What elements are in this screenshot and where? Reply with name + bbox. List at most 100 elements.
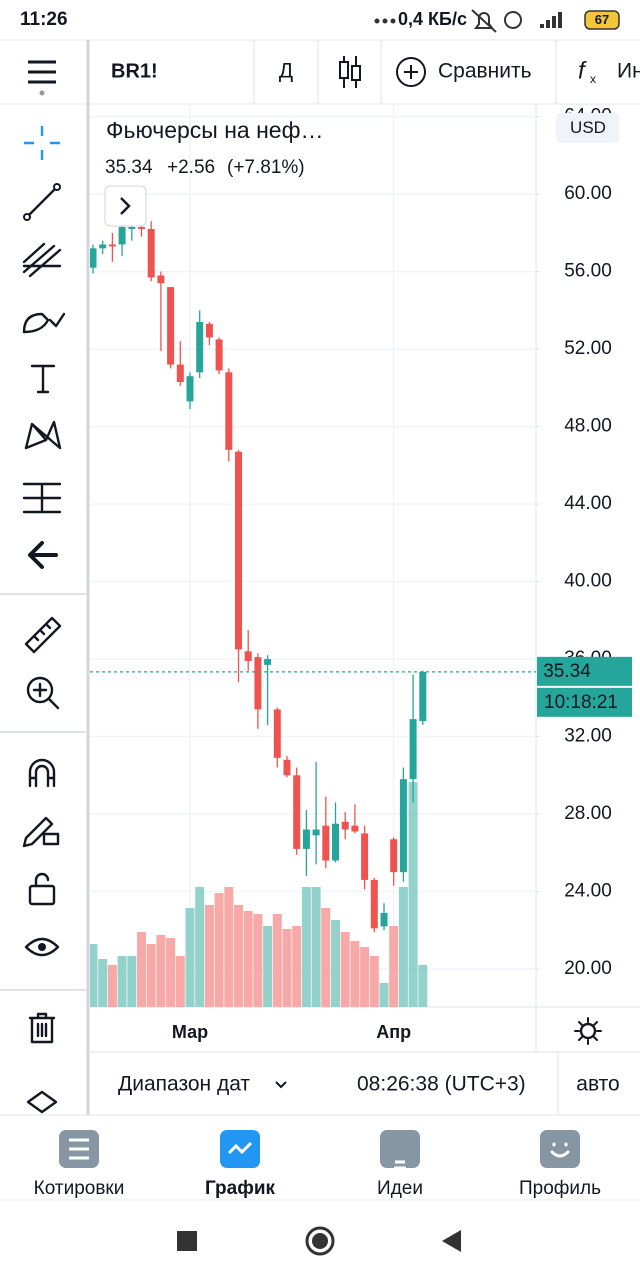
tab[interactable]: Котировки xyxy=(34,1130,125,1199)
candle-body xyxy=(128,227,136,229)
tab-label[interactable]: Профиль xyxy=(519,1178,601,1199)
tab-icon-lines[interactable] xyxy=(550,1142,570,1158)
fx-icon[interactable]: x xyxy=(590,72,596,86)
tab[interactable]: Идеи xyxy=(377,1130,423,1199)
tab-label[interactable]: График xyxy=(205,1178,276,1199)
volume-bar xyxy=(214,893,224,1007)
back-tool[interactable] xyxy=(28,541,58,569)
chevron[interactable] xyxy=(120,197,131,215)
visibility-tool[interactable] xyxy=(24,937,60,957)
volume-bar xyxy=(98,959,108,1007)
plus-circle[interactable] xyxy=(396,57,426,87)
candle-icon[interactable] xyxy=(351,65,361,81)
tab-icon[interactable] xyxy=(540,1130,580,1168)
home-button[interactable] xyxy=(305,1226,335,1256)
text-tool[interactable] xyxy=(30,364,56,394)
visibility-tool[interactable] xyxy=(38,943,46,951)
back-button[interactable] xyxy=(442,1230,461,1252)
alarm-icon xyxy=(504,11,522,29)
delete-tool[interactable] xyxy=(28,1012,56,1044)
trend-line-tool[interactable] xyxy=(26,186,58,218)
tabs: Котировки График Идеи Профиль xyxy=(34,1130,601,1199)
candle-body xyxy=(225,372,233,450)
y-tick-label: 24.00 xyxy=(564,881,612,902)
volume-bar xyxy=(301,887,311,1007)
lock-tool[interactable] xyxy=(28,884,56,906)
signal-icon xyxy=(540,12,562,28)
crosshair-tool[interactable] xyxy=(24,126,60,160)
prediction-tool[interactable] xyxy=(22,482,62,514)
volume-bar xyxy=(253,914,263,1007)
currency[interactable]: USD xyxy=(570,118,606,137)
price-labels: 35.34 10:18:21 xyxy=(537,656,632,717)
tab[interactable]: График xyxy=(205,1130,276,1199)
candle-body xyxy=(99,244,107,249)
indicators-label[interactable]: Ин xyxy=(617,60,640,83)
candle-body xyxy=(196,321,204,373)
tab-icon-lines[interactable] xyxy=(227,1141,253,1155)
tab-icon[interactable] xyxy=(380,1130,420,1168)
drawing-toolbar xyxy=(0,126,86,1114)
x-tick-label: Апр xyxy=(376,1022,411,1042)
lock-drawings-tool[interactable] xyxy=(22,816,54,848)
volume-bar xyxy=(340,932,350,1007)
tab[interactable]: Профиль xyxy=(519,1130,601,1199)
candle-body xyxy=(390,839,398,873)
tab-icon-lines[interactable] xyxy=(69,1138,89,1160)
legend-toggle[interactable] xyxy=(104,185,147,227)
trend-line-tool[interactable] xyxy=(23,213,31,221)
dropdown-caret[interactable] xyxy=(275,1081,287,1089)
volume-bar xyxy=(321,908,331,1007)
compare-label[interactable]: Сравнить xyxy=(438,60,532,83)
y-tick-label: 52.00 xyxy=(564,338,612,359)
time-axis: Мар Апр xyxy=(172,1022,411,1042)
recents-button[interactable] xyxy=(177,1231,197,1251)
tab-label[interactable]: Идеи xyxy=(377,1178,423,1199)
magnet-tool[interactable] xyxy=(28,758,56,788)
nav-bar xyxy=(0,1199,640,1280)
tab-label[interactable]: Котировки xyxy=(34,1178,125,1199)
volume-bar xyxy=(360,947,370,1007)
legend-change: +2.56 xyxy=(167,157,215,178)
candle-icon[interactable] xyxy=(339,61,349,79)
candle-body xyxy=(361,833,369,880)
home-button[interactable] xyxy=(312,1233,328,1249)
layers-tool[interactable] xyxy=(26,1090,58,1114)
y-tick-label: 48.00 xyxy=(564,416,612,437)
trend-line-tool[interactable] xyxy=(53,183,61,191)
fx-icon[interactable]: f xyxy=(578,57,587,84)
tab-icon-lines[interactable] xyxy=(394,1160,406,1170)
compare-button[interactable]: Сравнить xyxy=(396,57,532,87)
candle-body xyxy=(215,339,223,371)
volume-bar xyxy=(117,956,127,1007)
lock-tool[interactable] xyxy=(34,872,50,888)
lock-drawings-tool[interactable] xyxy=(42,832,60,846)
countdown-label: 10:18:21 xyxy=(544,692,618,713)
clock-timezone[interactable]: 08:26:38 (UTC+3) xyxy=(357,1073,526,1096)
candle-body xyxy=(118,227,126,245)
pitchfork-tool[interactable] xyxy=(22,242,62,278)
volume-bar xyxy=(195,887,205,1007)
settings-icon[interactable] xyxy=(574,1017,602,1045)
zoom-tool[interactable] xyxy=(32,682,60,710)
ruler-tool[interactable] xyxy=(24,616,62,654)
chart-type-button[interactable] xyxy=(339,56,361,88)
legend-change-pct: (+7.81%) xyxy=(227,157,305,178)
volume-bar xyxy=(389,926,399,1007)
symbol[interactable]: BR1! xyxy=(111,60,158,82)
volume-bar xyxy=(146,944,156,1007)
brush-tool[interactable] xyxy=(22,312,66,334)
menu-button[interactable] xyxy=(28,60,56,96)
date-range[interactable]: Диапазон дат xyxy=(118,1073,250,1096)
pattern-tool[interactable] xyxy=(24,420,62,450)
menu-icon[interactable] xyxy=(28,60,56,84)
plus[interactable] xyxy=(404,65,418,79)
zoom-tool[interactable] xyxy=(26,676,54,704)
volume-bar xyxy=(107,965,117,1007)
settings-icon[interactable] xyxy=(579,1022,597,1040)
interval[interactable]: Д xyxy=(279,60,293,83)
auto-scale[interactable]: авто xyxy=(576,1073,619,1096)
currency-badge[interactable] xyxy=(556,113,619,143)
volume-bar xyxy=(156,935,166,1007)
